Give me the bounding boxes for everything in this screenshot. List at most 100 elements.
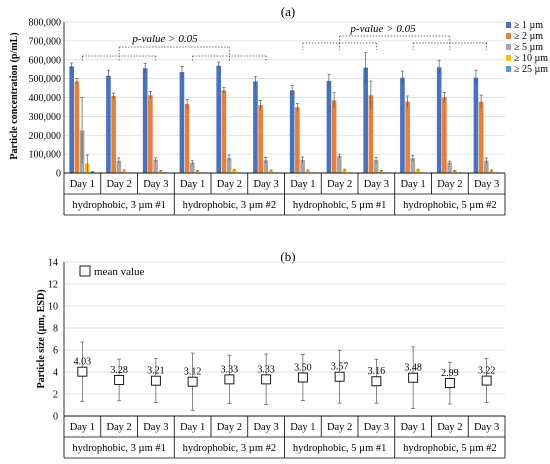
bar-2-11 <box>484 160 489 173</box>
legend-marker-mean <box>79 265 91 277</box>
panel-a-annotation-left: p-value > 0.05 <box>131 33 198 45</box>
mean-point-4 <box>224 374 235 385</box>
bar-0-7 <box>326 80 332 173</box>
a-day-label-8: Day 3 <box>364 179 389 190</box>
a-day-label-10: Day 2 <box>437 179 462 190</box>
b-day-label-6: Day 1 <box>290 422 315 433</box>
mean-point-8 <box>371 376 382 387</box>
y-tick-label: 300,000 <box>29 112 62 123</box>
bar-3-1 <box>121 170 127 173</box>
b-group-label-0: hydrophobic, 3 µm #1 <box>72 443 166 454</box>
mean-value-label-4: 3.33 <box>221 364 239 375</box>
bar-0-2 <box>142 68 148 173</box>
a-day-label-9: Day 1 <box>400 179 425 190</box>
panel-a-y-axis-label: Particle concentration (p/mL) <box>9 32 20 159</box>
mean-value-label-8: 3.16 <box>368 366 386 377</box>
bar-2-10 <box>447 162 452 173</box>
bar-3-4 <box>231 170 237 173</box>
mean-value-label-5: 3.33 <box>257 364 275 375</box>
y-tick-label: 200,000 <box>29 131 62 142</box>
a-day-label-0: Day 1 <box>70 179 95 190</box>
y-tick-label: 0 <box>53 412 58 423</box>
y-tick-label: 10 <box>48 302 58 313</box>
bar-3-6 <box>305 170 311 173</box>
bar-0-3 <box>179 72 185 173</box>
b-day-label-5: Day 3 <box>253 422 278 433</box>
mean-point-5 <box>261 374 272 385</box>
legend-swatch-0 <box>506 22 511 28</box>
mean-point-7 <box>334 371 345 382</box>
a-group-label-1: hydrophobic, 3 µm #2 <box>183 200 277 211</box>
panel-a-significance-brackets <box>82 35 487 62</box>
panel-a-label: (a) <box>281 4 295 19</box>
panel-b-y-ticks: 0 2 4 6 8 10 12 14 <box>48 258 505 423</box>
mean-point-10 <box>444 378 455 389</box>
bar-1-11 <box>478 101 484 173</box>
b-day-label-1: Day 2 <box>106 422 131 433</box>
bar-0-11 <box>473 77 479 173</box>
legend-swatch-4 <box>506 66 511 72</box>
panel-a-legend: ≥ 1 µm≥ 2 µm≥ 5 µm≥ 10 µm≥ 25 µm <box>506 20 548 75</box>
mean-point-1 <box>114 374 125 385</box>
a-day-label-5: Day 3 <box>253 179 278 190</box>
bar-2-6 <box>300 159 305 173</box>
b-day-label-4: Day 2 <box>217 422 242 433</box>
legend-label-mean: mean value <box>94 266 145 278</box>
a-group-label-3: hydrophobic, 5 µm #2 <box>403 200 497 211</box>
mean-value-label-9: 3.48 <box>404 363 422 374</box>
mean-value-label-6: 3.50 <box>294 363 312 374</box>
legend-label-1: ≥ 2 µm <box>514 31 543 42</box>
bar-2-5 <box>263 160 269 173</box>
legend-label-0: ≥ 1 µm <box>514 20 543 31</box>
a-group-label-0: hydrophobic, 3 µm #1 <box>72 200 166 211</box>
bar-2-8 <box>373 160 379 173</box>
y-tick-label: 4 <box>53 368 58 379</box>
a-day-label-1: Day 2 <box>106 179 131 190</box>
bar-0-5 <box>253 81 258 173</box>
b-day-label-8: Day 3 <box>364 422 389 433</box>
bar-3-8 <box>378 171 384 173</box>
bar-0-8 <box>363 67 368 173</box>
panel-a-bars <box>69 52 500 174</box>
legend-label-3: ≥ 10 µm <box>514 53 548 64</box>
bar-1-10 <box>442 97 447 173</box>
b-day-label-10: Day 2 <box>437 422 462 433</box>
y-tick-label: 800,000 <box>29 18 62 29</box>
y-tick-label: 0 <box>56 169 61 180</box>
bar-1-1 <box>111 95 116 173</box>
bar-3-3 <box>195 171 200 173</box>
bar-1-5 <box>258 105 263 173</box>
bar-3-7 <box>342 170 347 173</box>
y-tick-label: 6 <box>53 346 58 357</box>
bar-1-2 <box>148 95 153 173</box>
mean-value-label-1: 3.28 <box>110 365 128 376</box>
bar-1-0 <box>74 81 80 173</box>
y-tick-label: 400,000 <box>29 93 62 104</box>
mean-value-label-11: 3.22 <box>478 366 496 377</box>
mean-value-label-3: 3.12 <box>184 367 202 378</box>
panel-b-label: (b) <box>280 249 295 264</box>
mean-point-2 <box>150 375 161 386</box>
mean-point-9 <box>408 372 419 383</box>
bar-2-4 <box>226 157 232 173</box>
b-day-label-3: Day 1 <box>180 422 205 433</box>
bar-3-2 <box>158 171 164 173</box>
panel-b-category-table: Day 1 Day 2 Day 3 Day 1 Day 2 Day 3 Day 1 Day 2… <box>63 415 506 459</box>
bar-1-8 <box>368 95 374 173</box>
mean-value-label-7: 3.57 <box>331 362 349 373</box>
mean-point-11 <box>481 375 492 386</box>
bar-3-10 <box>452 171 458 173</box>
a-day-label-2: Day 3 <box>143 179 168 190</box>
b-day-label-11: Day 3 <box>474 422 499 433</box>
y-tick-label: 8 <box>53 324 58 335</box>
panel-b-y-axis-label: Particle size (µm, ESD) <box>36 289 47 388</box>
bar-0-6 <box>289 90 295 173</box>
y-tick-label: 100,000 <box>29 150 62 161</box>
mean-value-label-0: 4.03 <box>74 357 92 368</box>
legend-swatch-3 <box>506 55 511 61</box>
bar-0-4 <box>216 65 221 173</box>
bar-1-7 <box>331 100 337 173</box>
b-group-label-3: hydrophobic, 5 µm #2 <box>403 443 497 454</box>
bar-2-1 <box>116 160 122 173</box>
mean-value-label-2: 3.21 <box>147 366 165 377</box>
